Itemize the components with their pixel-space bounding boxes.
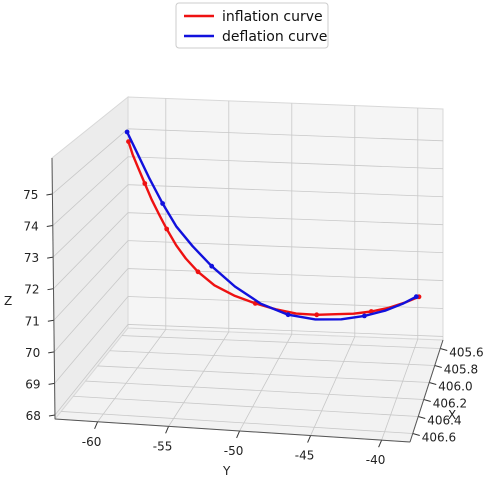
y-axis-label: Y xyxy=(222,464,231,478)
tick-label-y: -60 xyxy=(82,435,102,449)
tick-mark-y xyxy=(94,421,99,429)
tick-mark-z xyxy=(48,382,55,385)
series-point-1 xyxy=(285,312,291,318)
grid-line-y xyxy=(168,100,230,427)
series-point-0 xyxy=(142,181,148,186)
grid-line-z xyxy=(53,268,444,353)
grid-line-z xyxy=(53,240,444,321)
series-point-0 xyxy=(314,312,320,318)
tick-mark-x xyxy=(434,365,442,368)
series-point-0 xyxy=(164,226,170,232)
tick-mark-z xyxy=(47,256,54,259)
grid-line-x xyxy=(109,350,435,366)
series-point-1 xyxy=(362,313,367,319)
tick-labels: -60 -55 -50 -45 -40 405.6 405.8 406.0 406.2 406.4… xyxy=(23,188,483,467)
grid-line-z xyxy=(52,184,444,258)
series-line-1 xyxy=(126,131,417,321)
tick-label-y: -50 xyxy=(224,444,244,458)
y-axis-line xyxy=(54,418,411,443)
x-axis-line xyxy=(409,339,444,443)
legend-label-deflation: deflation curve xyxy=(222,29,327,45)
legend: inflation curve deflation curve xyxy=(175,2,329,49)
series-point-0 xyxy=(195,269,201,275)
x-axis-label: X xyxy=(448,408,456,422)
tick-label-z: 68 xyxy=(26,409,41,423)
series-point-1 xyxy=(413,294,419,300)
tick-mark-x xyxy=(418,416,426,419)
tick-mark-y xyxy=(378,439,383,448)
tick-label-y: -45 xyxy=(295,449,315,463)
tick-label-x: 406.0 xyxy=(438,380,472,394)
tick-mark-x xyxy=(423,399,431,402)
grid-line-y xyxy=(310,105,356,436)
z-axis-label: Z xyxy=(4,294,12,308)
tick-mark-z xyxy=(46,225,53,228)
tick-label-z: 75 xyxy=(23,188,38,202)
tick-label-z: 71 xyxy=(25,314,40,328)
tick-mark-y xyxy=(165,426,170,434)
tick-label-z: 72 xyxy=(24,283,39,297)
grid-line-x xyxy=(121,335,441,349)
tick-label-x: 405.6 xyxy=(449,346,483,360)
tick-label-z: 70 xyxy=(25,346,40,360)
tick-marks xyxy=(46,157,448,448)
grid-line-z xyxy=(54,324,444,416)
tick-mark-y xyxy=(236,430,241,439)
tick-mark-z xyxy=(48,414,56,417)
grid-line-x xyxy=(85,380,424,400)
tick-mark-x xyxy=(412,433,420,436)
tick-label-x: 406.2 xyxy=(433,397,467,411)
grid-line-x xyxy=(61,411,413,434)
tick-label-y: -40 xyxy=(366,453,386,467)
grid-line-x xyxy=(73,395,419,417)
series-0 xyxy=(126,139,422,318)
grid-line-x xyxy=(97,365,430,383)
series-point-1 xyxy=(209,263,215,269)
series-point-1 xyxy=(124,129,130,135)
z-axis-line xyxy=(51,157,56,420)
grid-line-z xyxy=(52,156,444,226)
tick-label-z: 73 xyxy=(24,251,39,265)
grid-line-z xyxy=(52,128,444,195)
tick-mark-y xyxy=(307,435,312,443)
legend-label-inflation: inflation curve xyxy=(222,9,323,25)
tick-label-z: 69 xyxy=(25,377,40,391)
tick-label-x: 405.8 xyxy=(444,363,478,377)
series-line-0 xyxy=(127,141,420,316)
tick-mark-z xyxy=(47,288,54,291)
grid-line-y xyxy=(239,103,293,432)
tick-label-x: 406.6 xyxy=(422,431,456,445)
series-point-1 xyxy=(160,201,166,206)
series-point-0 xyxy=(126,139,131,145)
grid-line-y xyxy=(381,108,419,441)
series-1 xyxy=(124,129,419,321)
grid-lines xyxy=(52,98,444,441)
series-layer xyxy=(124,129,422,321)
tick-mark-x xyxy=(440,348,448,351)
tick-mark-z xyxy=(48,351,55,354)
grid-line-y xyxy=(97,98,167,422)
tick-mark-z xyxy=(46,193,53,196)
tick-mark-x xyxy=(429,382,437,385)
tick-label-x: 406.4 xyxy=(427,414,461,428)
tick-label-y: -55 xyxy=(153,439,173,453)
grid-line-z xyxy=(54,296,444,384)
grid-line-z xyxy=(53,212,444,289)
tick-mark-z xyxy=(47,319,54,322)
tick-label-z: 74 xyxy=(23,220,38,234)
